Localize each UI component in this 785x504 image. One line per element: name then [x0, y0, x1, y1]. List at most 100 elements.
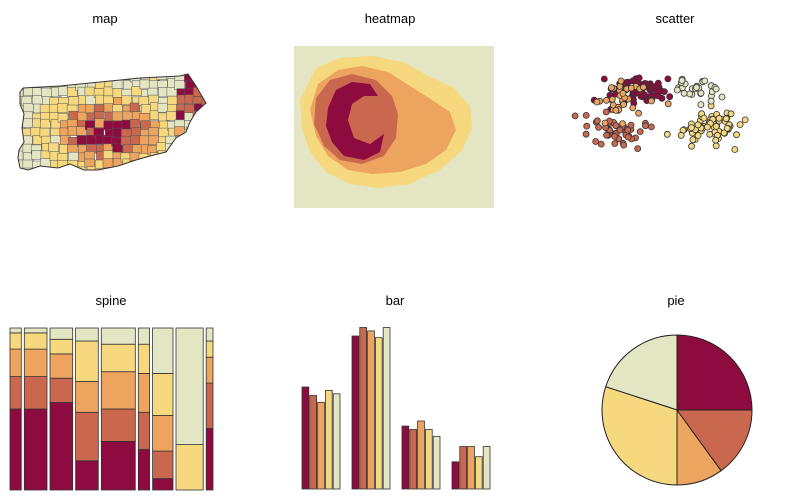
map-county — [204, 150, 206, 161]
bar — [324, 389, 333, 490]
scatter-point — [651, 83, 659, 91]
map-county — [121, 95, 133, 106]
map-county — [204, 104, 206, 115]
scatter-point — [616, 83, 624, 90]
spine-segment — [100, 371, 136, 410]
spine-segment — [100, 327, 136, 345]
scatter-point — [642, 122, 649, 130]
spine-segment — [75, 340, 99, 382]
map-county — [39, 104, 51, 114]
spine-segment — [23, 348, 48, 378]
scatter-point — [663, 130, 671, 138]
scatter-point — [712, 85, 720, 93]
bar — [367, 330, 375, 490]
scatter-point — [707, 97, 715, 105]
spine-title: spine — [95, 293, 126, 308]
map-county — [140, 104, 152, 114]
bar — [474, 456, 483, 490]
map-title: map — [92, 11, 117, 26]
map-county — [201, 87, 206, 98]
spine-segment — [100, 408, 136, 442]
scatter-point — [594, 117, 601, 125]
spine-segment — [75, 381, 99, 413]
spine-segment — [23, 327, 48, 334]
scatter-point — [736, 121, 744, 128]
map-county — [32, 95, 43, 105]
scatter-point — [694, 121, 702, 129]
spine-segment — [152, 327, 174, 374]
map-county — [204, 120, 206, 131]
spine-segment — [137, 449, 151, 491]
spine-segment — [100, 440, 136, 491]
spine-segment — [100, 343, 136, 373]
spine-segment — [75, 411, 99, 462]
scatter-point — [636, 128, 644, 136]
map-county — [185, 145, 197, 155]
spine-segment — [205, 427, 214, 491]
map-county — [192, 144, 204, 155]
spine-segment — [152, 450, 174, 480]
map-county — [140, 74, 152, 81]
bar — [317, 401, 325, 490]
map-county — [112, 111, 123, 122]
scatter-point — [582, 130, 590, 138]
bar — [451, 461, 460, 490]
scatter-point — [629, 104, 637, 112]
scatter-point — [697, 101, 705, 108]
scatter-point — [688, 142, 695, 150]
scatter-point — [666, 93, 674, 101]
map-county — [94, 118, 106, 128]
map-county — [30, 126, 42, 137]
bar — [301, 386, 310, 490]
scatter-point — [723, 124, 731, 132]
map-county — [203, 159, 206, 170]
map-plot — [17, 73, 207, 171]
map-county — [31, 150, 43, 160]
map-county — [165, 151, 176, 161]
scatter-point — [704, 123, 711, 131]
bar — [482, 446, 491, 490]
scatter-point — [661, 88, 668, 95]
bar — [459, 446, 467, 490]
map-county — [193, 135, 204, 146]
scatter-point — [634, 145, 642, 153]
bar — [467, 446, 475, 490]
spine-segment — [23, 408, 48, 491]
scatter-point — [611, 140, 619, 147]
map-county — [58, 74, 69, 83]
map-county — [201, 79, 206, 90]
bar — [382, 327, 391, 490]
map-county — [121, 74, 132, 80]
bar — [424, 429, 433, 490]
spine-segment — [175, 327, 204, 445]
map-county — [174, 80, 185, 90]
bar — [359, 327, 367, 490]
spine-segment — [137, 411, 151, 450]
map-county — [120, 135, 132, 146]
spine-segment — [49, 338, 74, 355]
spine-segment — [137, 327, 151, 345]
scatter-point — [616, 126, 624, 134]
map-county — [157, 102, 169, 113]
scatter-point — [727, 110, 735, 118]
heatmap-title: heatmap — [365, 11, 416, 26]
scatter-point — [680, 89, 688, 97]
map-county — [103, 168, 114, 170]
spine-segment — [175, 444, 204, 491]
map-county — [194, 152, 206, 162]
map-county — [102, 74, 113, 82]
map-county — [201, 127, 206, 137]
map-county — [129, 102, 141, 113]
scatter-point — [712, 123, 720, 130]
map-county — [18, 150, 24, 161]
scatter-point — [678, 77, 686, 84]
map-county — [165, 160, 176, 170]
spine-segment — [49, 402, 74, 491]
map-county — [18, 168, 25, 170]
map-county — [202, 167, 206, 170]
pie-title: pie — [667, 293, 684, 308]
map-county — [193, 120, 204, 131]
scatter-point — [627, 84, 635, 92]
map-county — [22, 74, 34, 83]
